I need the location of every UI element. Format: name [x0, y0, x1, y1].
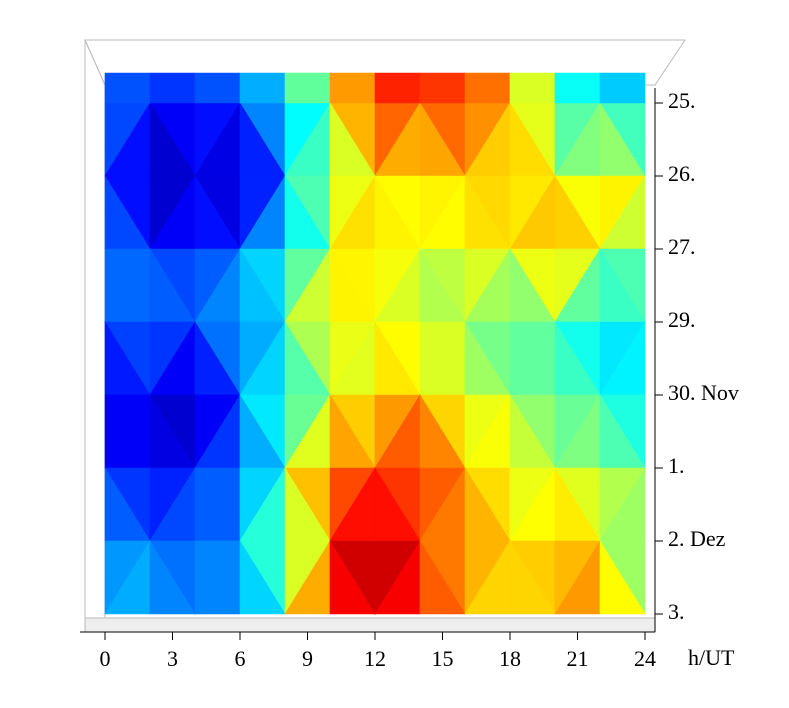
surface-rim [329, 72, 376, 104]
surface-facet [329, 539, 376, 615]
x-tick-label: 9 [302, 646, 313, 671]
surface-rim [239, 72, 286, 104]
x-tick-label: 12 [364, 646, 386, 671]
surface-facet [419, 539, 466, 615]
surface [104, 72, 646, 616]
x-tick-label: 6 [235, 646, 246, 671]
x-tick-label: 18 [499, 646, 521, 671]
y-tick-label: 25. [668, 88, 696, 113]
x-axis-label: h/UT [688, 645, 735, 670]
y-tick-label: 1. [668, 453, 685, 478]
surface-rim [194, 72, 241, 104]
y-tick-label: 26. [668, 161, 696, 186]
surface-rim [149, 72, 196, 104]
box-floor [84, 617, 656, 633]
surface-rim [374, 72, 421, 104]
x-tick-label: 15 [432, 646, 454, 671]
surface-rim [464, 72, 511, 104]
surface-facet [509, 539, 556, 615]
surface-rim [599, 72, 646, 104]
surface-rim [419, 72, 466, 104]
surface-rim [284, 72, 331, 104]
y-tick-label: 2. Dez [668, 526, 726, 551]
surface-rim [554, 72, 601, 104]
surface-rim [104, 72, 151, 104]
box-side [84, 39, 106, 633]
y-tick-label: 29. [668, 307, 696, 332]
surface-facet [239, 539, 286, 615]
y-tick-label: 30. Nov [668, 380, 739, 405]
x-tick-label: 21 [567, 646, 589, 671]
x-tick-label: 24 [634, 646, 656, 671]
surface-rim [509, 72, 556, 104]
y-tick-label: 27. [668, 234, 696, 259]
y-tick-label: 3. [668, 599, 685, 624]
x-tick-label: 0 [100, 646, 111, 671]
surface-facet [149, 539, 196, 615]
x-tick-label: 3 [167, 646, 178, 671]
surface-facet [599, 539, 646, 615]
